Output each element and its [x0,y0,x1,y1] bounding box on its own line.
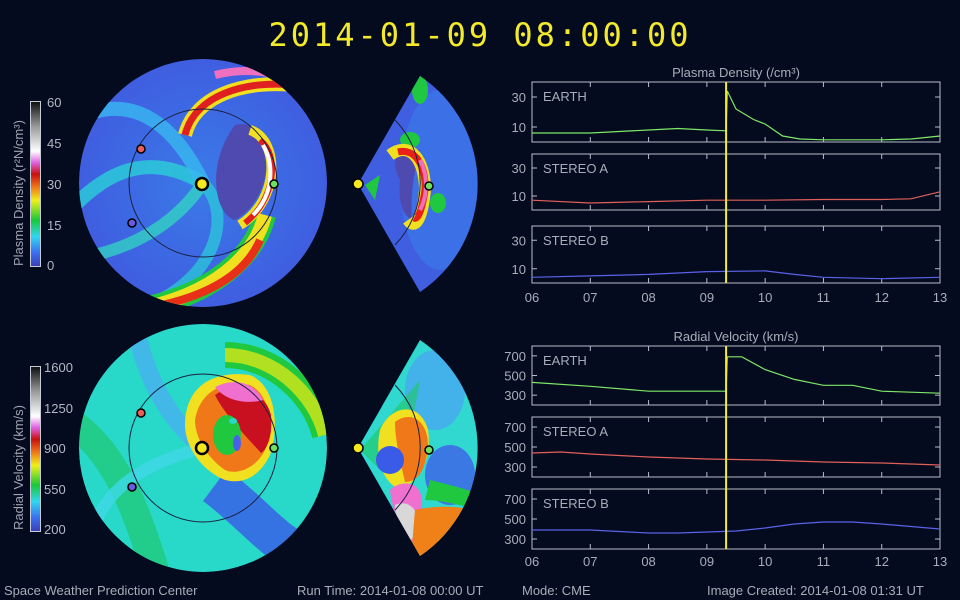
x-tick-label: 06 [525,290,539,305]
density-panel [531,153,941,211]
density-panel [531,81,941,143]
y-tick-label: 700 [504,349,526,364]
org-name: Space Weather Prediction Center [4,583,198,598]
density-ecliptic-map [79,59,327,307]
density-tick: 0 [47,258,55,273]
x-tick-label: 09 [700,554,714,569]
forecast-timestamp: 2014-01-09 08:00:00 [268,16,692,54]
y-tick-label: 500 [504,440,526,455]
sun-marker [194,440,210,456]
y-tick-label: 30 [512,233,526,248]
y-tick-label: 10 [512,120,526,135]
velocity-meridional-map [352,340,478,556]
y-tick-label: 10 [512,262,526,277]
density-meridional-map [352,76,478,292]
x-tick-label: 07 [583,290,597,305]
y-tick-label: 30 [512,90,526,105]
x-tick-label: 10 [758,290,772,305]
sun-marker [352,178,364,190]
panel-label: EARTH [543,89,587,104]
sun-marker [352,442,364,454]
sun-marker [194,176,210,192]
x-tick-label: 09 [700,290,714,305]
y-tick-label: 300 [504,460,526,475]
y-tick-label: 300 [504,388,526,403]
velocity-tick: 1250 [44,401,73,416]
x-tick-label: 13 [933,290,947,305]
x-tick-label: 08 [641,290,655,305]
run-time: Run Time: 2014-01-08 00:00 UT [297,583,484,598]
y-tick-label: 700 [504,420,526,435]
panel-label: STEREO A [543,161,608,176]
velocity-tick: 550 [44,482,66,497]
x-tick-label: 07 [583,554,597,569]
stereo-a-marker [136,408,146,418]
panel-label: STEREO A [543,424,608,439]
x-tick-label: 11 [817,290,831,305]
x-tick-label: 12 [874,290,888,305]
x-tick-label: 12 [874,554,888,569]
data-line [531,191,941,204]
x-tick-label: 13 [933,554,947,569]
panel-label: STEREO B [543,233,609,248]
density-tick: 15 [47,218,62,233]
stereo-a-marker [136,144,146,154]
earth-marker [269,443,279,453]
earth-marker [269,179,279,189]
image-created: Image Created: 2014-01-08 01:31 UT [707,583,924,598]
y-tick-label: 700 [504,492,526,507]
x-tick-label: 11 [817,554,831,569]
density-colorbar [30,101,41,267]
density-tick: 60 [47,95,62,110]
velocity-tick: 1600 [44,360,73,375]
data-line [531,356,941,394]
y-tick-label: 500 [504,512,526,527]
density-tick: 30 [47,177,62,192]
velocity-plot-title: Radial Velocity (km/s) [674,329,799,344]
stereo-b-marker [127,218,137,228]
panel-label: EARTH [543,353,587,368]
panel-label: STEREO B [543,496,609,511]
density-panel [531,225,941,284]
velocity-ecliptic-map [79,324,327,572]
x-tick-label: 10 [758,554,772,569]
data-line [531,270,941,280]
velocity-panel [531,345,941,406]
data-line [532,90,941,141]
earth-marker [424,181,434,191]
x-tick-label: 08 [641,554,655,569]
data-line [532,521,941,534]
density-tick: 45 [47,136,62,151]
y-tick-label: 500 [504,369,526,384]
stereo-b-marker [127,482,137,492]
y-tick-label: 30 [512,161,526,176]
y-tick-label: 300 [504,532,526,547]
density-plot-title: Plasma Density (/cm³) [672,65,800,80]
data-line [531,451,941,466]
earth-marker [424,445,434,455]
x-tick-label: 06 [525,554,539,569]
mode: Mode: CME [522,583,591,598]
velocity-tick: 900 [44,441,66,456]
velocity-colorbar [30,366,41,532]
velocity-tick: 200 [44,522,66,537]
y-tick-label: 10 [512,189,526,204]
